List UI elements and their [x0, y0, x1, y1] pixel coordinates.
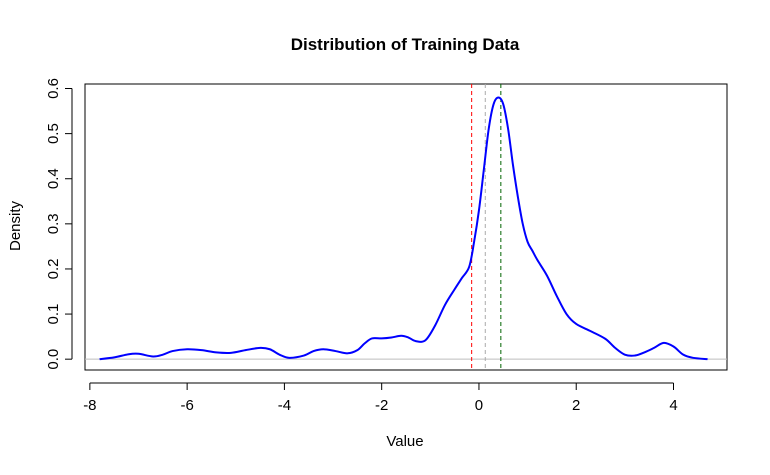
y-axis-label: Density — [7, 200, 24, 251]
y-tick-label: 0.5 — [45, 123, 62, 144]
density-curve — [99, 96, 708, 361]
y-tick-label: 0.4 — [45, 168, 62, 189]
x-axis-label: Value — [386, 433, 423, 450]
y-tick-label: 0.1 — [45, 304, 62, 325]
y-tick-label: 0.2 — [45, 259, 62, 280]
x-tick-label: -2 — [375, 397, 388, 414]
x-tick-label: 2 — [572, 397, 580, 414]
y-tick-label: 0.3 — [45, 213, 62, 234]
x-tick-label: 4 — [669, 397, 677, 414]
x-tick-label: -4 — [278, 397, 291, 414]
x-tick-label: -8 — [83, 397, 96, 414]
y-tick-label: 0.6 — [45, 78, 62, 99]
plot-frame — [84, 83, 728, 371]
chart-title: Distribution of Training Data — [291, 35, 520, 54]
x-tick-label: 0 — [475, 397, 483, 414]
x-tick-label: -6 — [180, 397, 193, 414]
y-tick-label: 0.0 — [45, 349, 62, 370]
